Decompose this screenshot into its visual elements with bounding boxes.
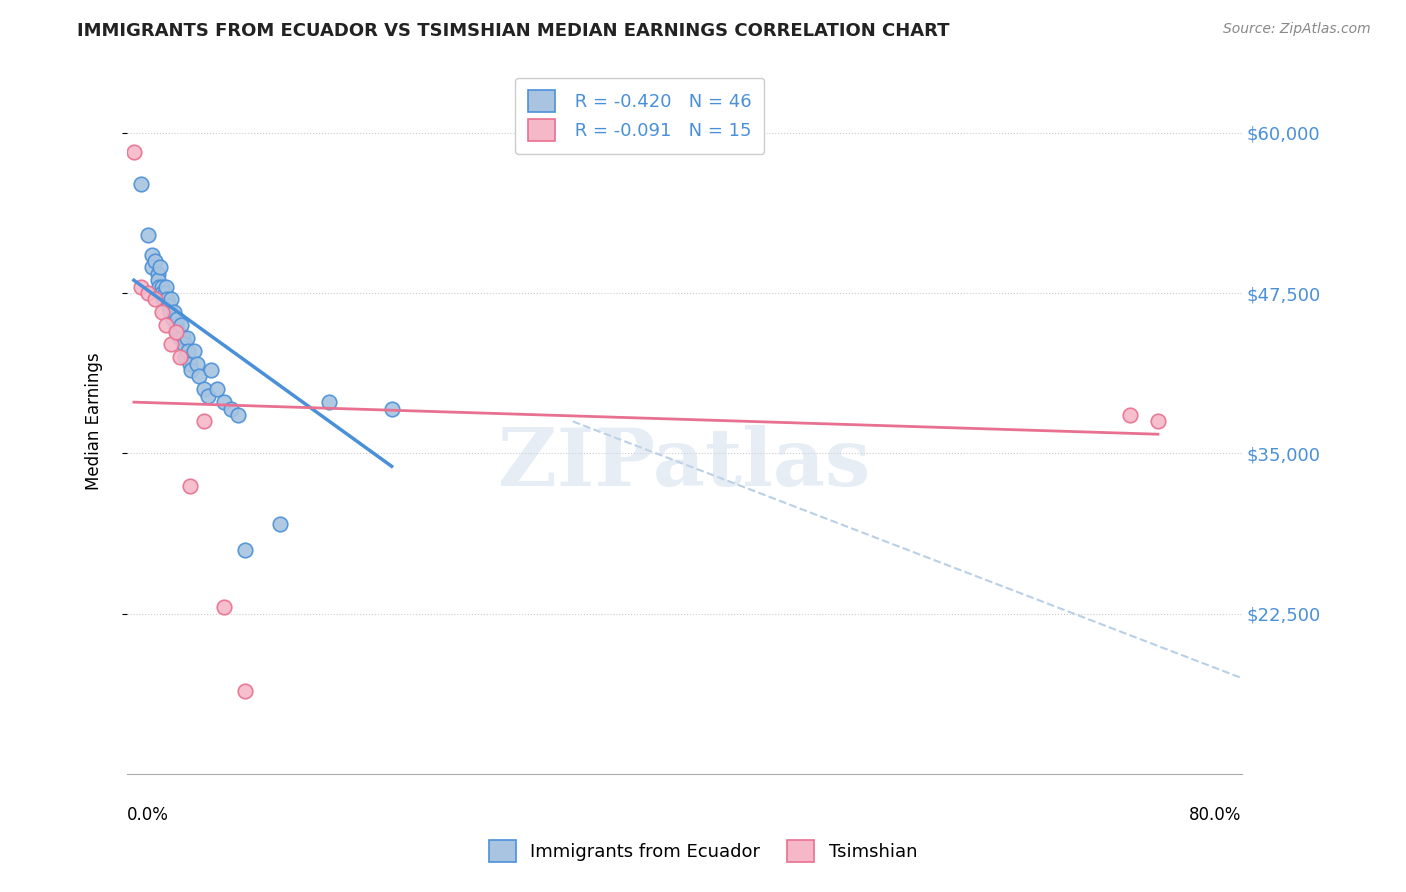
Point — [193, 382, 215, 396]
Point — [169, 331, 191, 345]
Point — [141, 260, 163, 275]
Point — [122, 145, 145, 159]
Point — [176, 331, 198, 345]
Point — [146, 267, 169, 281]
Point — [318, 395, 340, 409]
Point — [167, 325, 190, 339]
Point — [174, 350, 197, 364]
Point — [136, 228, 159, 243]
Point — [207, 382, 229, 396]
Point — [155, 279, 177, 293]
Point — [148, 279, 170, 293]
Point — [180, 363, 202, 377]
Text: ZIPatlas: ZIPatlas — [498, 425, 870, 503]
Point — [129, 279, 152, 293]
Legend:  R = -0.420   N = 46,  R = -0.091   N = 15: R = -0.420 N = 46, R = -0.091 N = 15 — [515, 78, 765, 154]
Point — [160, 337, 183, 351]
Point — [193, 414, 215, 428]
Point — [173, 337, 195, 351]
Point — [141, 247, 163, 261]
Point — [153, 286, 176, 301]
Point — [214, 600, 236, 615]
Point — [162, 311, 184, 326]
Point — [169, 350, 191, 364]
Point — [197, 389, 219, 403]
Point — [186, 357, 208, 371]
Point — [160, 293, 183, 307]
Point — [214, 395, 236, 409]
Point — [200, 363, 222, 377]
Text: 80.0%: 80.0% — [1189, 806, 1241, 824]
Point — [152, 293, 174, 307]
Point — [179, 478, 201, 492]
Point — [228, 408, 250, 422]
Point — [165, 318, 187, 333]
Point — [157, 299, 180, 313]
Legend: Immigrants from Ecuador, Tsimshian: Immigrants from Ecuador, Tsimshian — [481, 833, 925, 870]
Point — [1147, 414, 1170, 428]
Point — [188, 369, 211, 384]
Point — [150, 279, 173, 293]
Point — [166, 311, 188, 326]
Y-axis label: Median Earnings: Median Earnings — [86, 352, 103, 491]
Point — [156, 293, 179, 307]
Point — [233, 542, 256, 557]
Point — [170, 318, 193, 333]
Point — [129, 177, 152, 191]
Point — [155, 318, 177, 333]
Point — [159, 305, 181, 319]
Point — [150, 305, 173, 319]
Point — [149, 260, 172, 275]
Text: IMMIGRANTS FROM ECUADOR VS TSIMSHIAN MEDIAN EARNINGS CORRELATION CHART: IMMIGRANTS FROM ECUADOR VS TSIMSHIAN MED… — [77, 22, 950, 40]
Point — [172, 331, 194, 345]
Point — [381, 401, 404, 416]
Point — [150, 286, 173, 301]
Point — [179, 357, 201, 371]
Point — [221, 401, 243, 416]
Point — [233, 684, 256, 698]
Point — [163, 305, 186, 319]
Text: Source: ZipAtlas.com: Source: ZipAtlas.com — [1223, 22, 1371, 37]
Text: 0.0%: 0.0% — [127, 806, 169, 824]
Point — [136, 286, 159, 301]
Point — [183, 343, 205, 358]
Point — [165, 325, 187, 339]
Point — [143, 293, 166, 307]
Point — [143, 254, 166, 268]
Point — [269, 516, 291, 531]
Point — [146, 273, 169, 287]
Point — [1119, 408, 1142, 422]
Point — [177, 343, 200, 358]
